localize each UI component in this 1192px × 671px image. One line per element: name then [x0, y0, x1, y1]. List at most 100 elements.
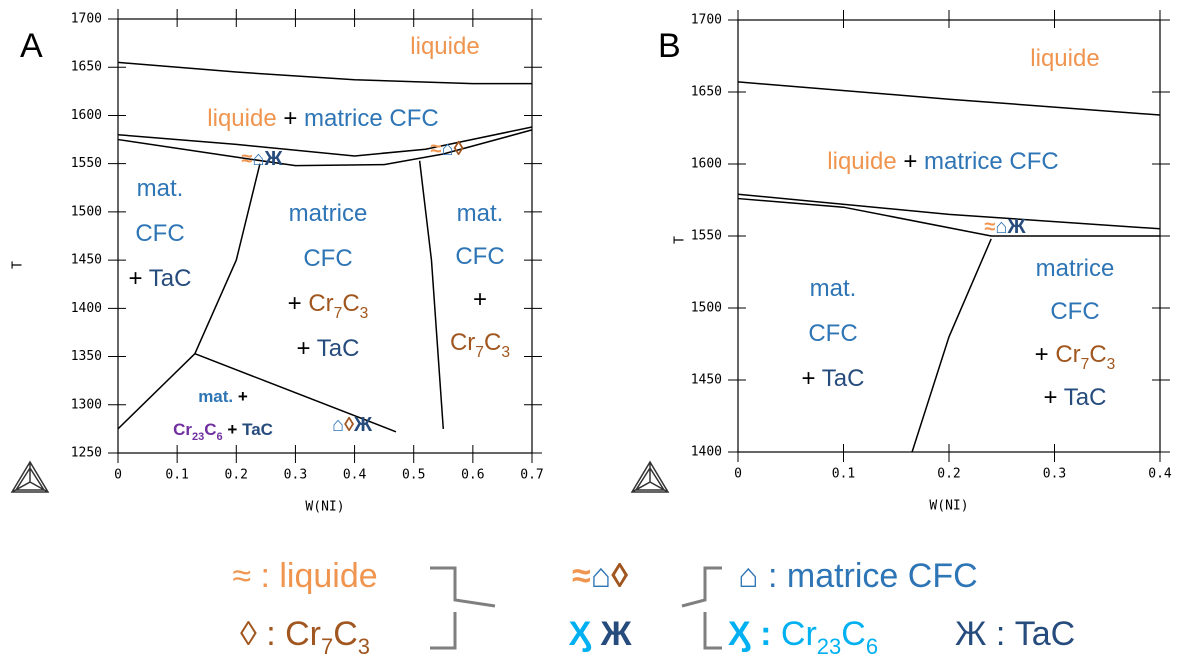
annotation-part: matrice CFC: [304, 105, 439, 132]
annotation-part: C: [1089, 341, 1106, 368]
annotation: CFC: [808, 320, 857, 347]
annotation-part: TaC: [242, 420, 273, 439]
x-tick-label: 0.1: [165, 468, 188, 483]
annotation-part: mat.: [810, 275, 857, 302]
key-part: Ӽ :: [728, 615, 781, 653]
phase-boundary: [117, 129, 533, 167]
annotation-part: CFC: [808, 320, 857, 347]
x-axis-label: W(NI): [305, 500, 344, 515]
x-tick-label: 0.2: [937, 467, 960, 482]
annotation-part: C: [342, 290, 359, 317]
annotation: CFC: [455, 243, 504, 270]
annotation-part: 3: [501, 344, 510, 361]
y-axis-label: T: [673, 236, 688, 244]
annotation-part: ◊: [344, 414, 354, 436]
key-part: ⌂: [591, 557, 612, 595]
annotation: ≈⌂◊: [431, 138, 464, 160]
y-tick-label: 1650: [71, 60, 102, 75]
annotation-part: +: [288, 290, 309, 317]
annotation: matrice: [289, 200, 368, 227]
annotation: liquide + matrice CFC: [827, 148, 1058, 175]
key-part: 6: [866, 634, 878, 659]
annotation: + TaC: [1044, 384, 1107, 411]
annotation-part: matrice CFC: [924, 148, 1059, 175]
annotation-part: mat.: [137, 175, 184, 202]
annotation-part: TaC: [822, 365, 865, 392]
key-part: ≈: [572, 557, 591, 595]
annotation-part: ⌂: [252, 148, 264, 170]
annotation-part: +: [129, 265, 149, 292]
y-tick-label: 1400: [691, 445, 722, 460]
annotation-part: mat.: [457, 200, 504, 227]
annotation: liquide: [1030, 45, 1099, 72]
annotation-part: C: [204, 420, 216, 439]
annotation-part: mat.: [198, 387, 233, 406]
key-part: ◊: [611, 557, 628, 595]
y-axis-label: T: [11, 261, 26, 269]
annotation-part: Ж: [353, 414, 373, 436]
annotation: liquide: [410, 33, 479, 60]
y-tick-label: 1600: [71, 108, 102, 123]
annotation: mat.: [457, 200, 504, 227]
key-entry: ≈ : liquide: [232, 557, 377, 595]
annotation-part: +: [297, 335, 317, 362]
y-tick-label: 1300: [71, 397, 102, 412]
annotation-part: 3: [360, 305, 369, 322]
annotation: + TaC: [802, 365, 865, 392]
phase-boundary: [117, 61, 532, 85]
annotation-part: +: [277, 105, 304, 132]
y-tick-label: 1700: [691, 13, 722, 28]
annotation-part: 3: [1107, 356, 1116, 373]
annotation: mat.: [137, 175, 184, 202]
annotation-part: Cr: [1055, 341, 1080, 368]
annotation-part: ≈: [984, 216, 995, 238]
key-part: ≈ : liquide: [232, 557, 377, 595]
annotation-part: +: [223, 420, 242, 439]
key-part: C: [841, 615, 866, 653]
x-tick-label: 0.3: [1043, 467, 1066, 482]
key-part: ◊ :: [240, 615, 285, 653]
annotation: Cr23C6 + TaC: [173, 420, 273, 442]
x-tick-label: 0.4: [343, 468, 367, 483]
phase-boundary: [737, 193, 1161, 230]
key-part: Ӽ: [569, 615, 592, 653]
annotation-part: ≈: [431, 138, 442, 160]
annotation-part: +: [233, 387, 248, 406]
annotation-part: Cr: [308, 290, 333, 317]
key-entry: Ж : TaC: [955, 615, 1075, 653]
key-entry: Ӽ : Cr23C6: [728, 615, 878, 659]
phase-boundary: [117, 353, 196, 430]
annotation: mat.: [810, 275, 857, 302]
panel-label: B: [658, 27, 681, 65]
annotation: CFC: [135, 220, 184, 247]
annotation-part: liquide: [1030, 45, 1099, 72]
key-part: Ж: [591, 615, 631, 653]
annotation: matrice: [1036, 255, 1115, 282]
annotation: liquide + matrice CFC: [207, 105, 438, 132]
annotation: Cr7C3: [450, 329, 510, 360]
annotation-part: +: [1035, 341, 1056, 368]
brackets: [430, 566, 722, 650]
annotation-part: liquide: [410, 33, 479, 60]
annotation-part: matrice: [289, 200, 368, 227]
x-tick-label: 0.1: [832, 467, 855, 482]
annotation-part: Ж: [1007, 216, 1027, 238]
key-entry: ≈⌂◊: [572, 557, 628, 595]
key-part: 3: [358, 634, 370, 659]
annotation-part: ◊: [454, 138, 464, 160]
y-tick-label: 1600: [691, 157, 722, 172]
x-tick-label: 0.2: [225, 468, 248, 483]
phase-boundary: [194, 163, 261, 354]
annotation-part: CFC: [303, 245, 352, 272]
x-tick-label: 0: [734, 467, 742, 482]
x-tick-label: 0.7: [520, 468, 543, 483]
annotation-part: TaC: [317, 335, 360, 362]
annotation-part: 7: [475, 344, 484, 361]
y-tick-label: 1450: [71, 253, 102, 268]
key-part: Ж : TaC: [955, 615, 1075, 653]
key-part: ⌂ : matrice CFC: [738, 557, 978, 595]
annotation-part: 6: [217, 431, 223, 443]
x-tick-label: 0.5: [402, 468, 425, 483]
y-tick-label: 1450: [691, 373, 722, 388]
annotation-part: Cr: [450, 329, 475, 356]
